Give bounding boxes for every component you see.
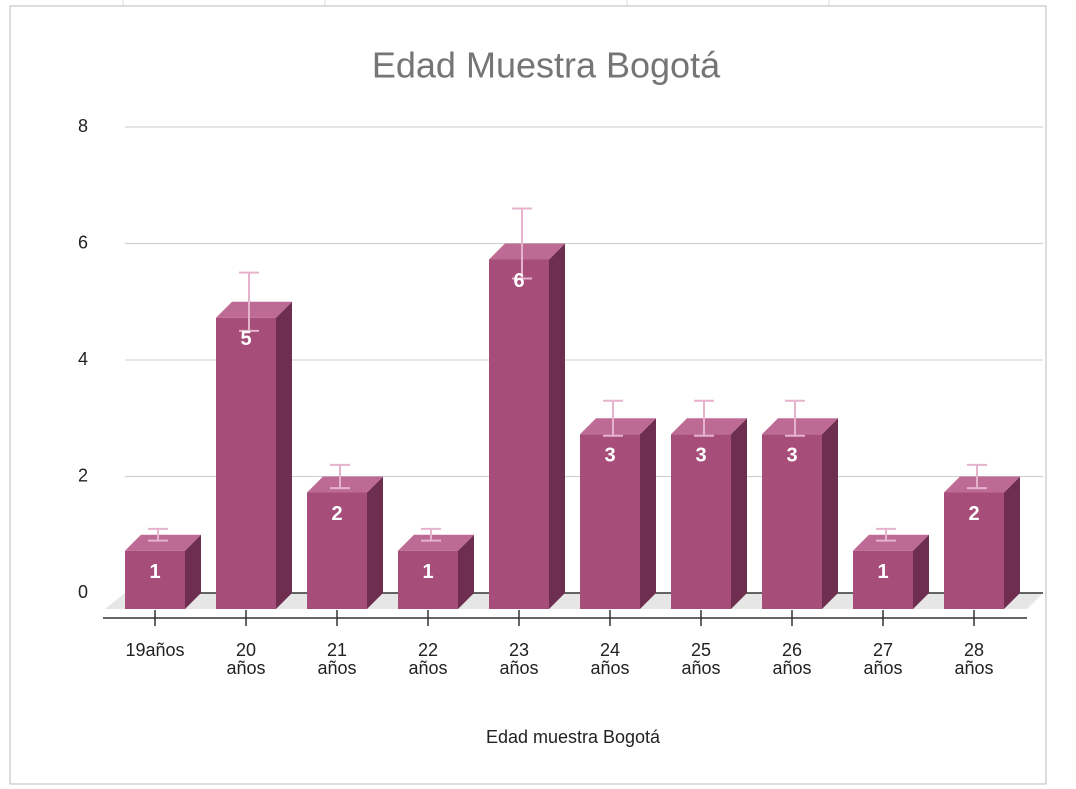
bar — [762, 434, 822, 609]
bar-side — [458, 534, 474, 609]
bar-side — [640, 418, 656, 609]
bar-top — [216, 301, 292, 318]
bar-side — [185, 534, 201, 609]
x-tick-label: 27 años — [863, 640, 903, 678]
x-tick-label: 25 años — [681, 640, 721, 678]
bar — [307, 492, 367, 609]
x-tick-label: 26 años — [772, 640, 812, 678]
y-tick-label: 0 — [78, 582, 88, 602]
data-label: 5 — [240, 328, 251, 350]
data-label: 2 — [968, 503, 979, 525]
x-tick-label: 19años — [125, 640, 185, 660]
x-tick-label: 28 años — [954, 640, 994, 678]
x-tick-label: 22 años — [408, 640, 448, 678]
x-tick-label: 21 años — [317, 640, 357, 678]
y-tick-label: 8 — [78, 116, 88, 136]
data-label: 1 — [422, 561, 433, 583]
bar-side — [913, 534, 929, 609]
data-label: 3 — [695, 445, 706, 467]
bar — [671, 434, 731, 609]
bar — [489, 259, 549, 609]
bar-top — [489, 243, 565, 260]
bar — [216, 317, 276, 609]
bar — [580, 434, 640, 609]
bar-top — [762, 418, 838, 435]
bar-side — [1004, 476, 1020, 609]
data-label: 1 — [149, 561, 160, 583]
x-tick-label: 20 años — [226, 640, 266, 678]
bar-top — [853, 534, 929, 551]
bar-top — [125, 534, 201, 551]
y-tick-label: 4 — [78, 349, 88, 369]
data-label: 3 — [604, 445, 615, 467]
x-tick-label: 24 años — [590, 640, 630, 678]
bar-top — [398, 534, 474, 551]
bar — [125, 550, 185, 609]
bar-top — [307, 476, 383, 493]
bar-side — [822, 418, 838, 609]
bar-top — [671, 418, 747, 435]
bar-side — [276, 301, 292, 609]
x-tick-label: 23 años — [499, 640, 539, 678]
chart-title: Edad Muestra Bogotá — [372, 45, 721, 86]
bar — [398, 550, 458, 609]
bar-side — [549, 243, 565, 609]
bar-side — [731, 418, 747, 609]
data-label: 1 — [877, 561, 888, 583]
bar-side — [367, 476, 383, 609]
bar-top — [580, 418, 656, 435]
data-label: 2 — [331, 503, 342, 525]
bar-top — [944, 476, 1020, 493]
data-label: 3 — [786, 445, 797, 467]
bar — [853, 550, 913, 609]
data-label: 6 — [513, 270, 524, 292]
y-tick-label: 6 — [78, 232, 88, 252]
bar — [944, 492, 1004, 609]
y-tick-label: 2 — [78, 465, 88, 485]
x-axis-label: Edad muestra Bogotá — [486, 727, 661, 747]
